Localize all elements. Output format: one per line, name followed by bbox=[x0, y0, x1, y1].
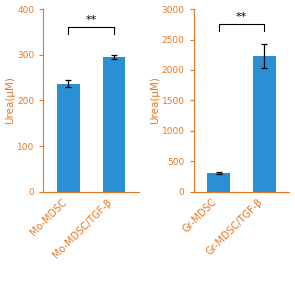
Text: **: ** bbox=[86, 16, 97, 25]
Y-axis label: Urea(μM): Urea(μM) bbox=[150, 76, 160, 124]
Bar bbox=[253, 56, 276, 192]
Bar bbox=[103, 57, 125, 192]
Text: **: ** bbox=[236, 12, 247, 23]
Bar bbox=[207, 173, 230, 192]
Bar bbox=[57, 83, 80, 192]
Y-axis label: Urea(μM): Urea(μM) bbox=[6, 76, 16, 124]
